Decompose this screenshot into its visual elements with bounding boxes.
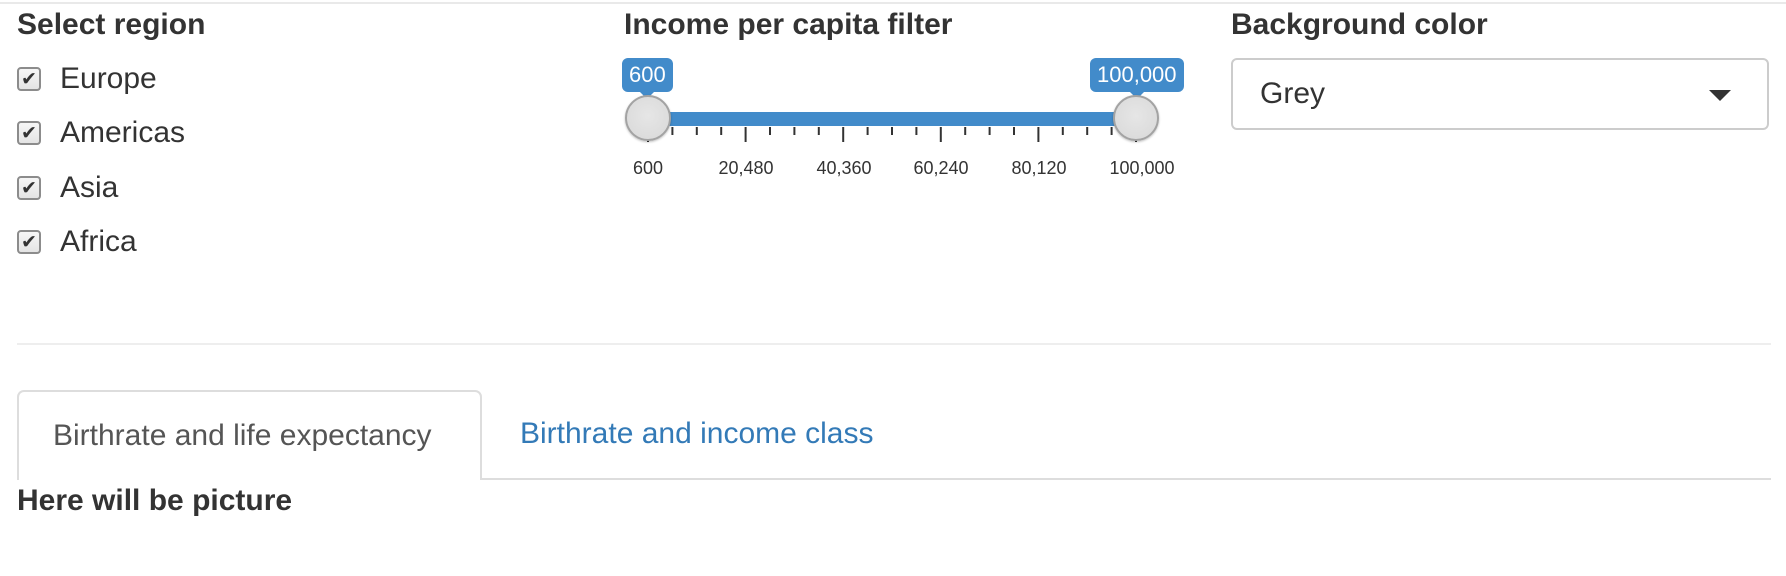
income-filter-title: Income per capita filter xyxy=(624,8,953,41)
checkbox-checked-icon[interactable]: ✔ xyxy=(17,230,41,254)
checkbox-americas[interactable]: ✔ Americas xyxy=(17,116,185,150)
slider-from-label: 600 xyxy=(622,58,673,99)
checkbox-label: Americas xyxy=(60,116,186,149)
checkbox-checked-icon[interactable]: ✔ xyxy=(17,121,41,145)
checkbox-label: Europe xyxy=(60,62,157,95)
slider-tick-label: 600 xyxy=(632,158,664,178)
horizontal-divider xyxy=(17,343,1771,345)
slider-to-handle[interactable] xyxy=(1113,95,1159,141)
caret-down-icon[interactable] xyxy=(1709,90,1731,101)
checkbox-asia[interactable]: ✔ Asia xyxy=(17,171,118,205)
checkbox-label: Asia xyxy=(60,171,119,204)
slider-tick-label: 80,120 xyxy=(1011,158,1067,178)
income-range-slider[interactable]: 600 100,000 600 20,480 40,360 60,240 80,… xyxy=(620,55,1190,190)
tab-label: Birthrate and life expectancy xyxy=(53,419,432,452)
background-color-select[interactable]: Grey xyxy=(1231,58,1769,130)
checkbox-checked-icon[interactable]: ✔ xyxy=(17,67,41,91)
checkbox-checked-icon[interactable]: ✔ xyxy=(17,176,41,200)
checkbox-label: Africa xyxy=(60,225,137,258)
top-divider xyxy=(0,2,1786,4)
slider-from-handle[interactable] xyxy=(625,95,671,141)
region-title: Select region xyxy=(17,8,206,41)
slider-grid xyxy=(647,127,1137,142)
slider-tick-label: 40,360 xyxy=(816,158,872,178)
tabs-baseline xyxy=(481,478,1771,480)
tab-birthrate-income-class[interactable]: Birthrate and income class xyxy=(520,417,874,450)
slider-tick-label: 60,240 xyxy=(913,158,969,178)
tab-content-text: Here will be picture xyxy=(17,484,293,517)
select-value: Grey xyxy=(1260,77,1326,110)
slider-to-label: 100,000 xyxy=(1090,58,1184,99)
background-color-title: Background color xyxy=(1231,8,1488,41)
slider-selected-range xyxy=(648,112,1136,126)
checkbox-africa[interactable]: ✔ Africa xyxy=(17,225,137,259)
tab-birthrate-life-expectancy[interactable]: Birthrate and life expectancy xyxy=(17,390,482,480)
slider-tick-label: 100,000 xyxy=(1109,158,1175,178)
slider-tick-label: 20,480 xyxy=(718,158,774,178)
checkbox-europe[interactable]: ✔ Europe xyxy=(17,62,157,96)
